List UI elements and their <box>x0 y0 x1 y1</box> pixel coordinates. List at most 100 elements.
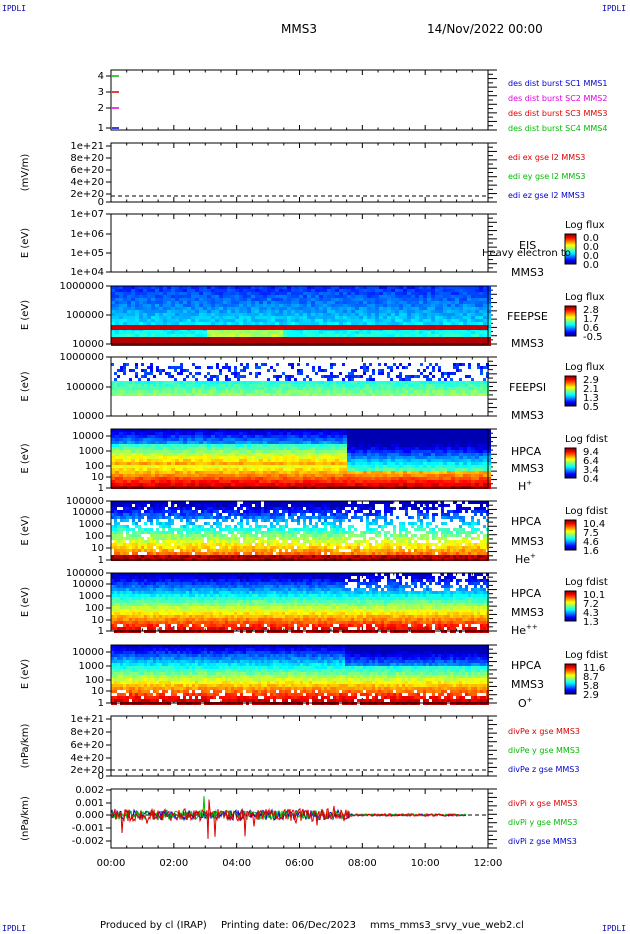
heatmap-cell <box>407 298 411 301</box>
heatmap-cell <box>463 298 467 301</box>
heatmap-cell <box>263 301 267 304</box>
heatmap-cell <box>139 292 143 295</box>
heatmap-cell <box>288 363 291 366</box>
heatmap-cell <box>115 340 119 343</box>
heatmap-cell <box>283 316 287 319</box>
heatmap-cell <box>295 292 299 295</box>
heatmap-cell <box>216 381 219 384</box>
heatmap-cell <box>395 313 399 316</box>
heatmap-cell <box>251 298 255 301</box>
heatmap-cell <box>199 310 203 313</box>
heatmap-cell <box>123 432 127 435</box>
heatmap-cell <box>432 393 435 396</box>
heatmap-cell <box>447 331 451 334</box>
heatmap-cell <box>175 438 179 441</box>
heatmap-cell <box>347 429 351 432</box>
heatmap-cell <box>129 378 132 381</box>
heatmap-cell <box>234 387 237 390</box>
heatmap-cell <box>259 480 263 483</box>
heatmap-cell <box>415 331 419 334</box>
heatmap-cell <box>263 313 267 316</box>
heatmap-cell <box>155 456 159 459</box>
heatmap-cell <box>223 435 227 438</box>
heatmap-cell <box>163 477 167 480</box>
heatmap-cell <box>451 331 455 334</box>
heatmap-cell <box>351 331 355 334</box>
heatmap-cell <box>459 307 463 310</box>
heatmap-cell <box>123 474 127 477</box>
heatmap-cell <box>131 301 135 304</box>
heatmap-cell <box>237 381 240 384</box>
heatmap-cell <box>423 310 427 313</box>
heatmap-cell <box>150 381 153 384</box>
heatmap-cell <box>393 384 396 387</box>
heatmap-cell <box>359 298 363 301</box>
heatmap-cell <box>227 483 231 486</box>
heatmap-cell <box>175 429 179 432</box>
heatmap-cell <box>423 331 427 334</box>
heatmap-cell <box>123 435 127 438</box>
heatmap-cell <box>155 298 159 301</box>
heatmap-cell <box>231 390 234 393</box>
heatmap-cell <box>171 298 175 301</box>
heatmap-cell <box>195 444 199 447</box>
heatmap-cell <box>276 390 279 393</box>
heatmap-cell <box>264 363 267 366</box>
heatmap-cell <box>429 363 432 366</box>
heatmap-cell <box>177 393 180 396</box>
heatmap-cell <box>415 295 419 298</box>
heatmap-cell <box>171 316 175 319</box>
heatmap-cell <box>283 432 287 435</box>
heatmap-cell <box>219 429 223 432</box>
heatmap-cell <box>135 381 138 384</box>
heatmap-cell <box>343 447 347 450</box>
heatmap-cell <box>263 480 267 483</box>
heatmap-cell <box>167 480 171 483</box>
heatmap-cell <box>111 450 115 453</box>
heatmap-cell <box>171 441 175 444</box>
heatmap-cell <box>375 393 378 396</box>
heatmap-cell <box>147 295 151 298</box>
heatmap-cell <box>463 292 467 295</box>
heatmap-cell <box>235 340 239 343</box>
heatmap-cell <box>235 477 239 480</box>
heatmap-cell <box>323 474 327 477</box>
heatmap-cell <box>339 390 342 393</box>
heatmap-cell <box>451 292 455 295</box>
y-tick-label: -0.002 <box>72 836 104 847</box>
heatmap-cell <box>335 307 339 310</box>
heatmap-cell <box>342 390 345 393</box>
heatmap-cell <box>191 462 195 465</box>
heatmap-cell <box>131 334 135 337</box>
heatmap-cell <box>291 313 295 316</box>
heatmap-cell <box>431 316 435 319</box>
heatmap-cell <box>243 450 247 453</box>
heatmap-cell <box>246 390 249 393</box>
heatmap-cell <box>225 390 228 393</box>
heatmap-cell <box>411 381 414 384</box>
heatmap-cell <box>403 298 407 301</box>
heatmap-cell <box>115 444 119 447</box>
heatmap-cell <box>399 316 403 319</box>
heatmap-cell <box>231 387 234 390</box>
heatmap-cell <box>168 381 171 384</box>
heatmap-cell <box>219 381 222 384</box>
heatmap-cell <box>351 480 355 483</box>
heatmap-cell <box>219 387 222 390</box>
heatmap-cell <box>273 384 276 387</box>
heatmap-cell <box>405 378 408 381</box>
heatmap-cell <box>191 432 195 435</box>
y-tick-label: 10000 <box>72 507 104 518</box>
heatmap-cell <box>159 390 162 393</box>
heatmap-cell <box>171 474 175 477</box>
heatmap-cell <box>471 289 475 292</box>
heatmap-cell <box>247 331 251 334</box>
heatmap-cell <box>147 334 151 337</box>
heatmap-cell <box>211 340 215 343</box>
heatmap-cell <box>179 310 183 313</box>
heatmap-cell <box>279 450 283 453</box>
heatmap-cell <box>171 322 175 325</box>
heatmap-cell <box>215 462 219 465</box>
heatmap-cell <box>347 471 351 474</box>
heatmap-cell <box>384 363 387 366</box>
